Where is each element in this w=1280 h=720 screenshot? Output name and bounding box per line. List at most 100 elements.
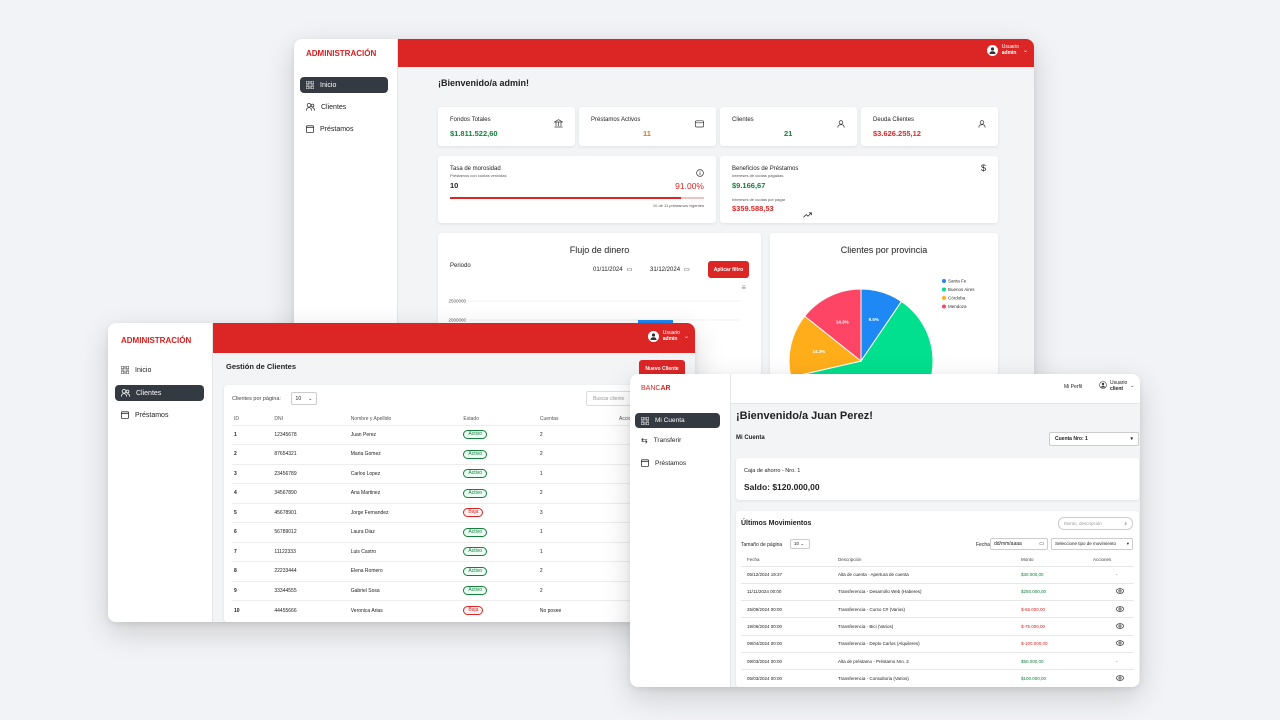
per-page-select[interactable]: 10 ⌄ bbox=[291, 392, 317, 405]
cell-id: 3 bbox=[232, 464, 273, 484]
date-filter-label: Fecha bbox=[976, 542, 990, 548]
new-client-button[interactable]: Nuevo Cliente bbox=[639, 360, 685, 377]
user-menu[interactable]: Usuario admin ⌄ bbox=[647, 330, 689, 342]
cell-name-text: Luis Castro bbox=[350, 548, 377, 555]
table-header-row: ID DNI Nombre y Apellido Estado Cuentas … bbox=[232, 413, 687, 425]
sidebar-item-prestamos[interactable]: Préstamos bbox=[121, 411, 168, 419]
cell-monto: $30.000,00 bbox=[1020, 566, 1092, 583]
date-from-input[interactable]: 01/11/2024 ▭ bbox=[593, 266, 632, 274]
cell-name-text: Maria Gomez bbox=[350, 451, 381, 458]
sidebar-item-label: Transferir bbox=[653, 437, 682, 444]
cell-fecha: 09/03/2024 00:00 bbox=[741, 652, 837, 669]
brand-logo: BANCAR bbox=[641, 385, 671, 392]
stat-value: $1.811.522,60 bbox=[450, 129, 498, 138]
sidebar-item-clientes[interactable]: Clientes bbox=[306, 103, 346, 111]
eye-icon[interactable] bbox=[1116, 605, 1124, 613]
pie-slice[interactable] bbox=[803, 288, 862, 363]
beneficios-val2: $359.588,53 bbox=[732, 204, 774, 213]
movements-search-input[interactable]: Monto, descripción ⌕ bbox=[1058, 517, 1133, 530]
legend-label[interactable]: Santa Fe bbox=[948, 279, 967, 284]
calendar-icon: ▭ bbox=[1039, 541, 1044, 547]
stat-card-deuda: Deuda Clientes $3.626.255,12 bbox=[861, 107, 998, 146]
movements-card: Últimos Movimientos Monto, descripción ⌕ … bbox=[736, 511, 1139, 687]
date-filter-input[interactable]: dd/mm/aaaa ▭ bbox=[990, 538, 1048, 550]
apply-filter-button[interactable]: Aplicar filtro bbox=[708, 261, 749, 278]
cell-id-text: 5 bbox=[234, 509, 237, 516]
table-row[interactable]: 11/11/2024 00:00 Transferencia - Desarrol… bbox=[741, 583, 1134, 600]
chevron-down-icon: ⌄ bbox=[1022, 48, 1028, 54]
cell-name: Laura Diaz bbox=[350, 523, 463, 543]
cell-cuentas-text: 3 bbox=[539, 509, 543, 516]
col-descripcion: Descripción bbox=[838, 557, 862, 563]
avatar-icon bbox=[986, 45, 998, 56]
cell-id: 5 bbox=[232, 503, 273, 523]
eye-icon[interactable] bbox=[1116, 623, 1124, 630]
movements-table: Fecha Descripción Monto Acciones 05/12/2… bbox=[741, 554, 1134, 687]
legend-label[interactable]: Buenos Aires bbox=[948, 287, 975, 292]
cell-fecha: 25/09/2024 00:00 bbox=[741, 601, 837, 618]
table-row[interactable]: 09/04/2024 00:00 Transferencia - Depto Ca… bbox=[741, 635, 1134, 652]
cell-id-text: 3 bbox=[234, 470, 237, 477]
chart-menu-icon[interactable]: ≡ bbox=[741, 283, 746, 292]
sidebar-item-label: Inicio bbox=[320, 81, 337, 89]
profile-link[interactable]: Mi Perfil bbox=[1064, 384, 1083, 390]
sidebar-item-prestamos[interactable]: Préstamos bbox=[641, 459, 686, 467]
cell-dni-text: 33344555 bbox=[274, 587, 297, 594]
cell-dni-text: 34567890 bbox=[274, 490, 297, 497]
movement-type-value: Seleccione tipo de movimiento bbox=[1055, 541, 1117, 546]
table-row[interactable]: 19/06/2024 00:00 Transferencia - Bici (Va… bbox=[741, 617, 1134, 635]
morosidad-footer: 10 de 11 préstamos vigentes bbox=[652, 203, 704, 208]
table-row[interactable]: 25/09/2024 00:00 Transferencia - Curso C#… bbox=[741, 600, 1134, 618]
eye-icon[interactable] bbox=[1116, 640, 1124, 647]
cell-dni: 12345678 bbox=[273, 425, 349, 445]
morosidad-count: 10 bbox=[450, 181, 459, 190]
page-size-select[interactable]: 10 ⌄ bbox=[790, 539, 810, 549]
user-label: Usuario bbox=[662, 330, 680, 336]
table-row[interactable]: 05/03/2024 00:00 Transferencia - Consulto… bbox=[741, 669, 1134, 687]
account-select[interactable]: Cuenta Nro: 1 ▾ bbox=[1049, 432, 1139, 446]
cell-dni: 45678901 bbox=[273, 503, 349, 523]
table-row[interactable]: 09/03/2024 00:00 Alta de préstamo - Prést… bbox=[741, 652, 1134, 669]
cell-monto: $100.000,00 bbox=[1020, 670, 1092, 687]
sidebar: ADMINISTRACIÓN Inicio Clientes Préstamos bbox=[108, 323, 213, 622]
beneficios-val1: $9.166,67 bbox=[732, 181, 766, 190]
cell-name: Jorge Fernandez bbox=[350, 503, 463, 523]
sidebar-item-clientes[interactable]: Clientes bbox=[115, 385, 204, 401]
status-badge: Activo bbox=[463, 586, 488, 596]
sidebar-item-transferir[interactable]: ⇆ Transferir bbox=[641, 436, 681, 445]
col-monto: Monto bbox=[1021, 557, 1034, 563]
per-page-label: Clientes por página: bbox=[232, 396, 281, 402]
user-menu[interactable]: Usuario admin ⌄ bbox=[986, 44, 1028, 56]
eye-icon[interactable] bbox=[1116, 675, 1124, 682]
cell-descripcion: Transferencia - Depto Carlos (Alquileres… bbox=[837, 635, 1020, 652]
per-page-value: 10 bbox=[295, 395, 302, 402]
sidebar-item-prestamos[interactable]: Préstamos bbox=[306, 125, 353, 133]
legend-label[interactable]: Mendoza bbox=[948, 304, 967, 309]
status-badge: Activo bbox=[463, 449, 488, 459]
sidebar-item-mi-cuenta[interactable]: Mi Cuenta bbox=[635, 413, 720, 428]
cell-estado: Activo bbox=[462, 542, 538, 562]
movement-type-select[interactable]: Seleccione tipo de movimiento ▾ bbox=[1051, 538, 1133, 550]
trending-up-icon bbox=[803, 205, 812, 223]
col-dni: DNI bbox=[274, 415, 283, 422]
legend-label[interactable]: Córdoba bbox=[948, 296, 966, 301]
date-to-input[interactable]: 31/12/2024 ▭ bbox=[650, 266, 690, 274]
sidebar-item-inicio[interactable]: Inicio bbox=[121, 366, 151, 374]
sidebar-item-inicio[interactable]: Inicio bbox=[300, 77, 388, 93]
cell-id: 8 bbox=[232, 562, 273, 582]
user-menu[interactable]: Usuario client ⌄ bbox=[1099, 380, 1134, 392]
table-row[interactable]: 05/12/2024 19:37 Alta de cuenta - Apertur… bbox=[741, 566, 1134, 583]
cell-name-text: Veronica Arias bbox=[350, 607, 383, 614]
cell-fecha: 09/04/2024 00:00 bbox=[741, 635, 837, 652]
eye-icon[interactable] bbox=[1116, 588, 1124, 595]
